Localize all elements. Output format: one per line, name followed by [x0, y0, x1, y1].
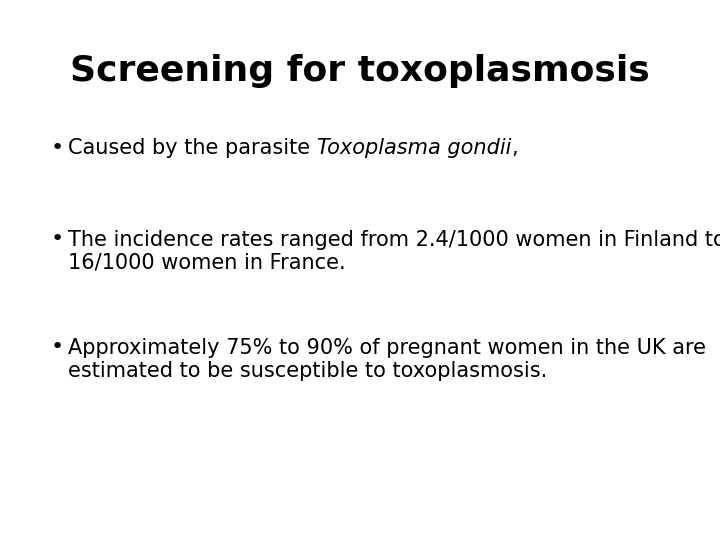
Text: Caused by the parasite: Caused by the parasite — [68, 138, 317, 158]
Text: •: • — [50, 338, 63, 357]
Text: •: • — [50, 230, 63, 249]
Text: Toxoplasma gondii: Toxoplasma gondii — [317, 138, 511, 158]
Text: Screening for toxoplasmosis: Screening for toxoplasmosis — [70, 54, 650, 88]
Text: •: • — [50, 138, 63, 158]
Text: Approximately 75% to 90% of pregnant women in the UK are
estimated to be suscept: Approximately 75% to 90% of pregnant wom… — [68, 338, 706, 381]
Text: The incidence rates ranged from 2.4/1000 women in Finland to
16/1000 women in Fr: The incidence rates ranged from 2.4/1000… — [68, 230, 720, 273]
Text: ,: , — [511, 138, 518, 158]
